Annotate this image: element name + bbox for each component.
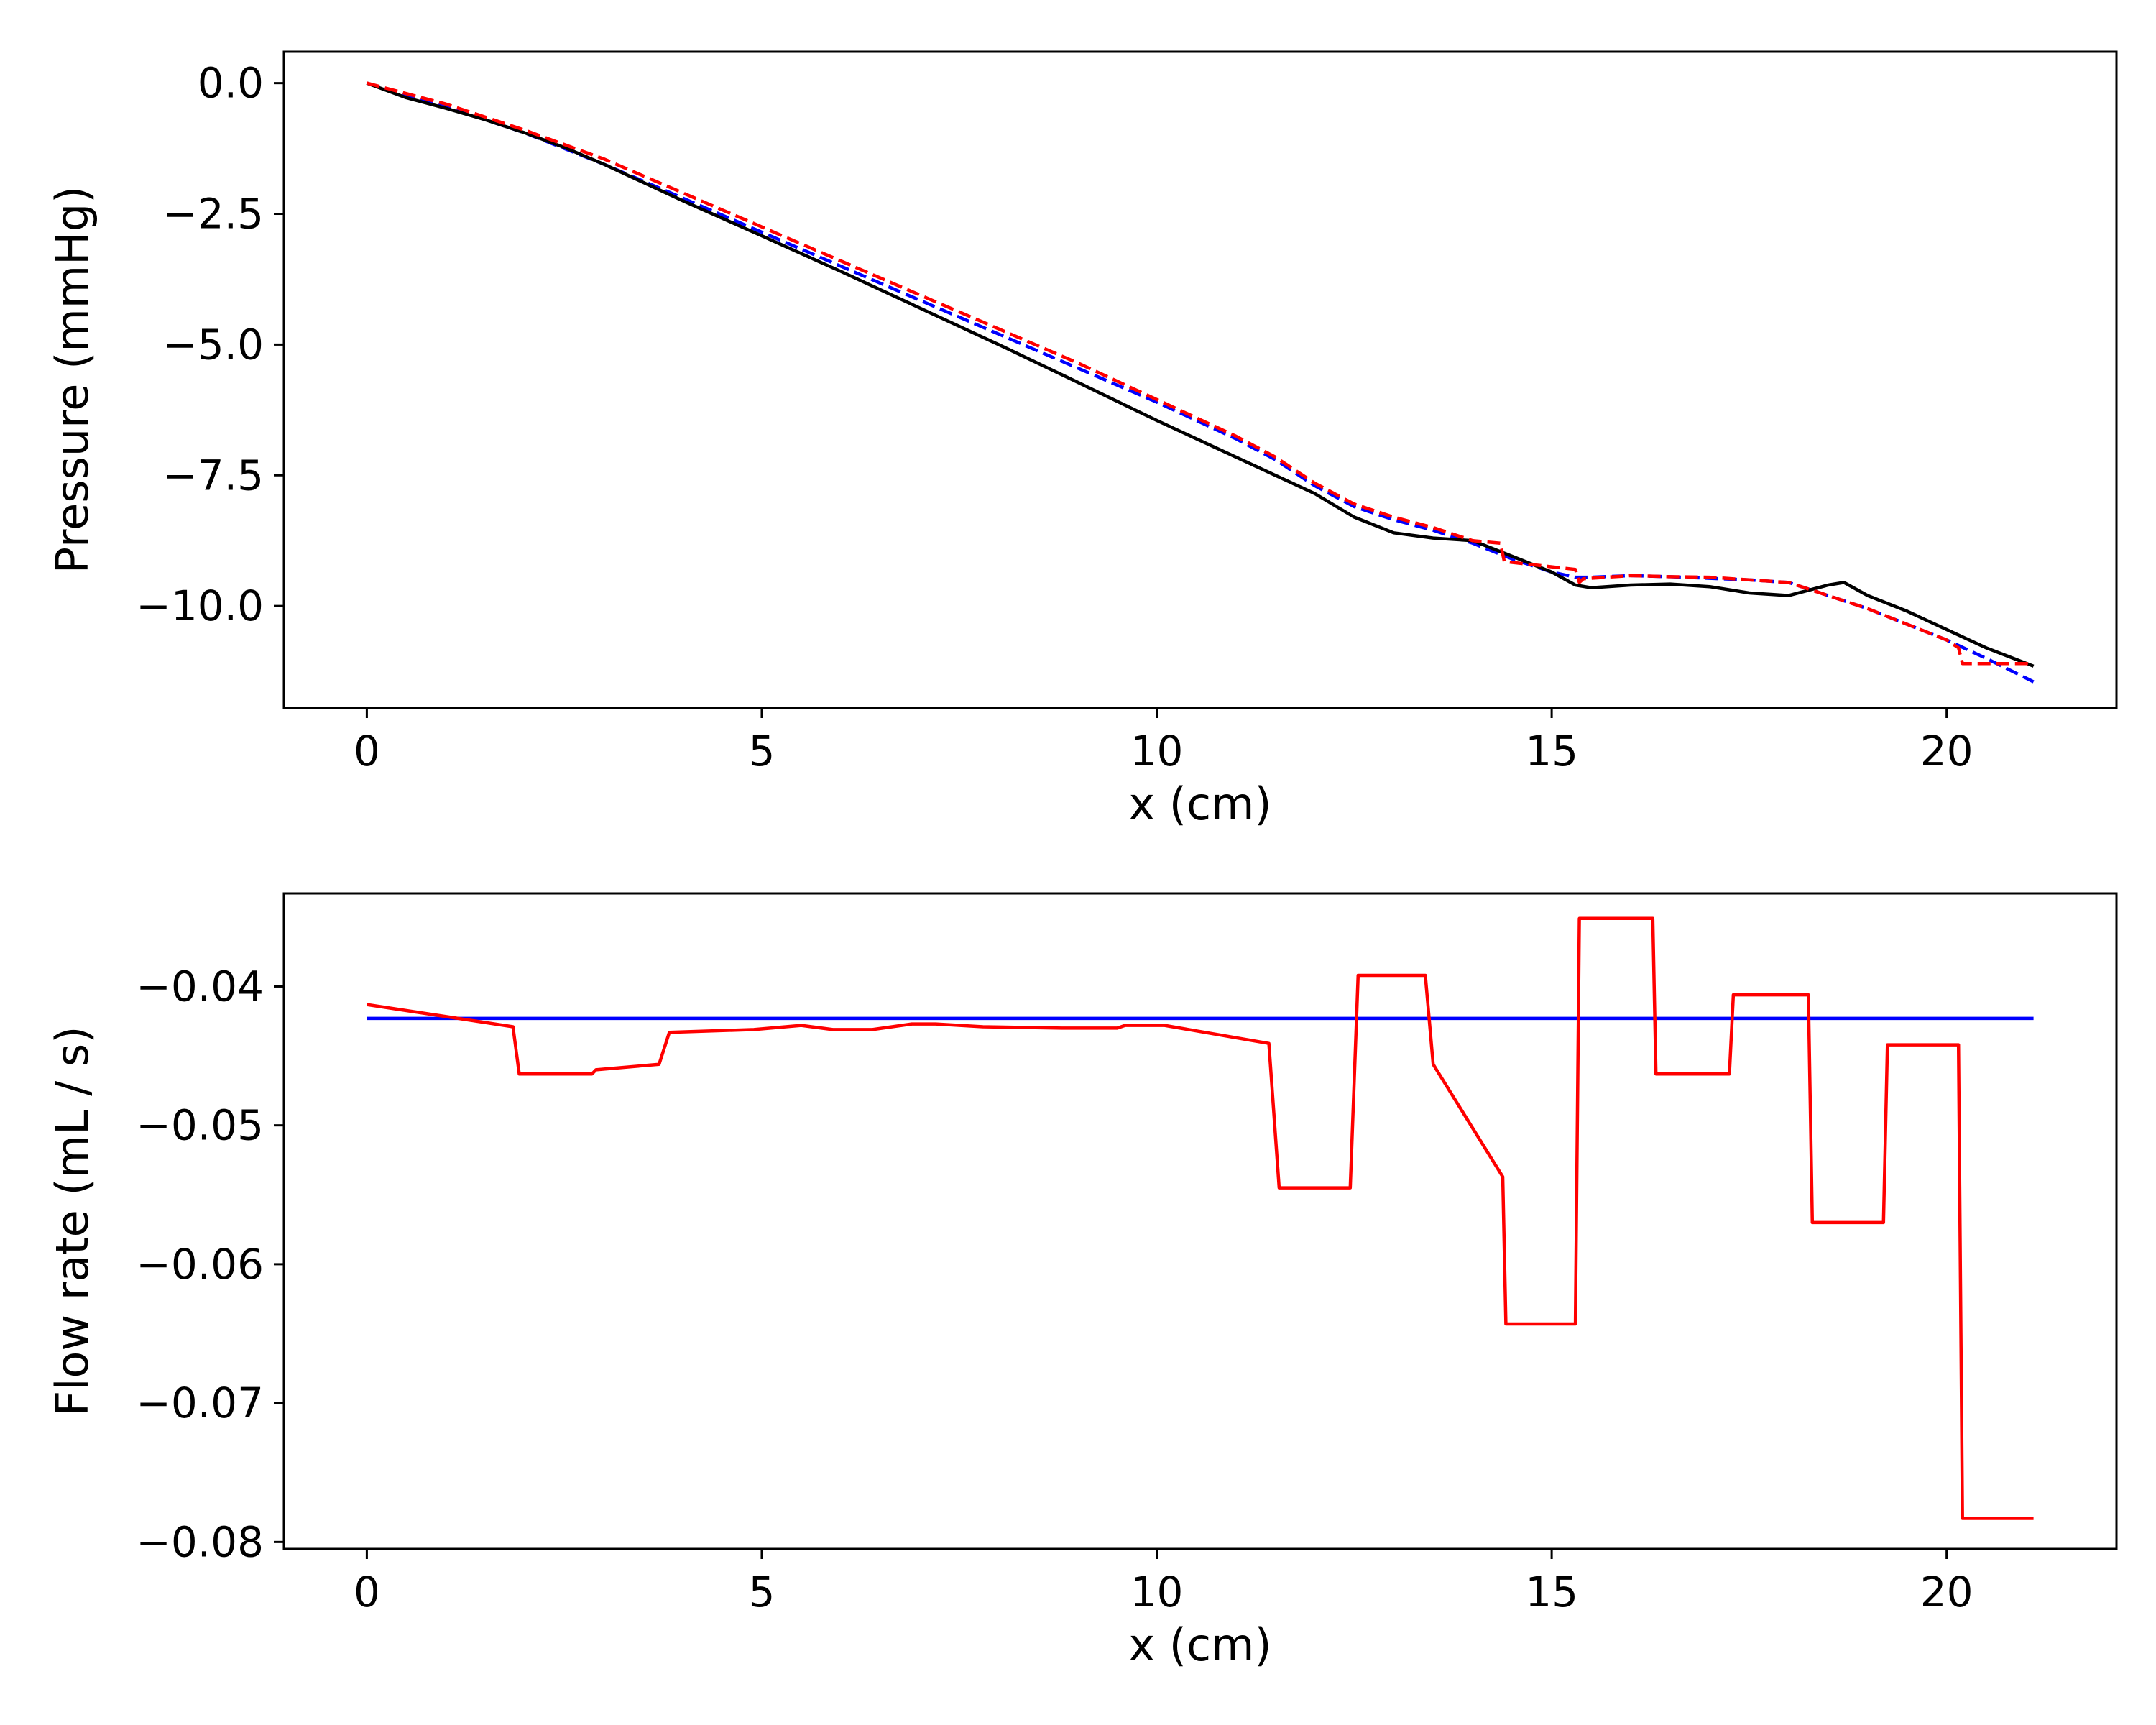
pressure-series-lines bbox=[366, 81, 2035, 684]
pressure-series-line-2 bbox=[366, 81, 2035, 668]
pressure-x-tick-label: 0 bbox=[354, 727, 380, 776]
pressure-plot-frame bbox=[282, 50, 2118, 709]
flow-rate-x-tick-label: 5 bbox=[749, 1568, 775, 1616]
flow-rate-x-axis-label: x (cm) bbox=[1128, 1619, 1271, 1671]
pressure-y-axis-label: Pressure (mmHg) bbox=[46, 186, 98, 574]
flow-rate-y-axis-label: Flow rate (mL / s) bbox=[46, 1026, 98, 1417]
pressure-y-tick-label: −5.0 bbox=[162, 320, 264, 369]
pressure-y-ticks: 0.0 −2.5 −5.0 −7.5 −10.0 bbox=[136, 59, 284, 630]
pressure-series-line-3 bbox=[366, 81, 2034, 666]
pressure-x-ticks: 0 5 10 15 20 bbox=[354, 708, 1973, 776]
flow-rate-x-tick-label: 10 bbox=[1130, 1568, 1184, 1616]
pressure-x-tick-label: 15 bbox=[1525, 727, 1578, 776]
flow-rate-x-tick-label: 0 bbox=[354, 1568, 380, 1616]
pressure-series-line-1 bbox=[366, 81, 2035, 684]
pressure-x-tick-label: 20 bbox=[1920, 727, 1973, 776]
flow-rate-x-ticks: 0 5 10 15 20 bbox=[354, 1549, 1973, 1616]
flow-rate-series-lines bbox=[367, 916, 2034, 1520]
pressure-x-tick-label: 10 bbox=[1130, 727, 1184, 776]
flow-rate-plot-frame bbox=[282, 892, 2118, 1550]
pressure-y-tick-label: 0.0 bbox=[198, 59, 264, 108]
flow-rate-series-line-2 bbox=[367, 916, 2034, 1520]
flow-rate-y-tick-label: −0.04 bbox=[136, 962, 264, 1011]
flow-rate-y-tick-label: −0.08 bbox=[136, 1517, 264, 1566]
pressure-y-tick-label: −7.5 bbox=[162, 451, 264, 500]
pressure-x-axis-label: x (cm) bbox=[1128, 778, 1271, 830]
flow-rate-y-tick-label: −0.07 bbox=[136, 1379, 264, 1427]
pressure-y-tick-label: −2.5 bbox=[162, 190, 264, 239]
flow-rate-x-tick-label: 15 bbox=[1525, 1568, 1578, 1616]
pressure-y-tick-label: −10.0 bbox=[136, 581, 264, 630]
flow-rate-y-tick-label: −0.05 bbox=[136, 1101, 264, 1150]
flow-rate-x-tick-label: 20 bbox=[1920, 1568, 1973, 1616]
flow-rate-y-ticks: −0.04 −0.05 −0.06 −0.07 −0.08 bbox=[136, 962, 284, 1566]
flow-rate-y-tick-label: −0.06 bbox=[136, 1240, 264, 1289]
flow-rate-plot: 0 5 10 15 20 −0.04 −0.05 −0.06 −0.07 −0.08 x (cm… bbox=[46, 892, 2118, 1671]
pressure-x-tick-label: 5 bbox=[749, 727, 775, 776]
pressure-plot: 0 5 10 15 20 0.0 −2.5 −5.0 −7.5 −10.0 x (cm) Pre… bbox=[46, 50, 2118, 830]
